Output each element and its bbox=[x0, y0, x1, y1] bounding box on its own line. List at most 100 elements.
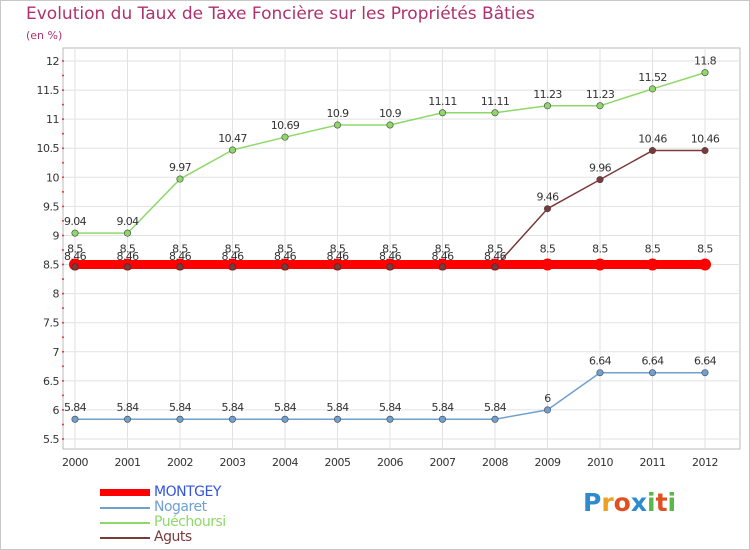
data-point bbox=[699, 259, 711, 271]
y-tick-label: 8.5 bbox=[43, 259, 59, 272]
x-tick-label: 2012 bbox=[692, 456, 718, 469]
y-tick-label: 11 bbox=[46, 113, 59, 126]
data-label: 8.5 bbox=[697, 243, 713, 256]
y-minor-tick bbox=[62, 394, 64, 396]
data-label: 10.9 bbox=[379, 107, 402, 120]
data-label: 9.46 bbox=[536, 191, 559, 204]
data-point bbox=[544, 407, 550, 413]
data-point bbox=[124, 416, 130, 422]
data-point bbox=[387, 416, 393, 422]
y-minor-tick bbox=[62, 293, 64, 295]
y-tick-label: 9.5 bbox=[43, 200, 59, 213]
data-label: 5.84 bbox=[431, 401, 454, 414]
y-minor-tick bbox=[62, 191, 64, 193]
data-point bbox=[492, 264, 498, 270]
y-tick-label: 8 bbox=[53, 288, 60, 301]
y-minor-tick bbox=[62, 60, 64, 62]
legend-swatch bbox=[100, 489, 150, 496]
data-point bbox=[72, 416, 78, 422]
data-label: 9.97 bbox=[169, 161, 192, 174]
data-label: 5.84 bbox=[221, 401, 244, 414]
y-minor-tick bbox=[62, 423, 64, 425]
data-label: 8.46 bbox=[274, 250, 297, 263]
logo-letter: P bbox=[583, 488, 601, 517]
data-label: 8.46 bbox=[64, 250, 87, 263]
data-label: 6 bbox=[544, 392, 551, 405]
data-point bbox=[229, 416, 235, 422]
data-label: 5.84 bbox=[484, 401, 507, 414]
data-label: 8.5 bbox=[540, 243, 556, 256]
data-point bbox=[387, 122, 393, 128]
data-label: 11.11 bbox=[428, 95, 457, 108]
data-label: 6.64 bbox=[589, 355, 612, 368]
data-label: 8.46 bbox=[169, 250, 192, 263]
x-tick-label: 2011 bbox=[640, 456, 666, 469]
data-label: 8.46 bbox=[116, 250, 139, 263]
x-tick-label: 2002 bbox=[167, 456, 193, 469]
legend-label: Aguts bbox=[154, 530, 192, 545]
y-minor-tick bbox=[62, 322, 64, 324]
data-point bbox=[492, 416, 498, 422]
y-minor-tick bbox=[62, 336, 64, 338]
y-minor-tick bbox=[62, 147, 64, 149]
data-point bbox=[334, 264, 340, 270]
data-point bbox=[282, 134, 288, 140]
data-label: 5.84 bbox=[379, 401, 402, 414]
data-point bbox=[597, 176, 603, 182]
data-point bbox=[544, 206, 550, 212]
data-label: 8.46 bbox=[431, 250, 454, 263]
data-point bbox=[282, 264, 288, 270]
data-point bbox=[702, 69, 708, 75]
data-label: 11.8 bbox=[694, 55, 717, 68]
y-minor-tick bbox=[62, 205, 64, 207]
data-label: 9.96 bbox=[589, 162, 612, 175]
data-point bbox=[439, 110, 445, 116]
x-tick-label: 2005 bbox=[325, 456, 351, 469]
data-label: 6.64 bbox=[694, 355, 717, 368]
y-tick-label: 7 bbox=[53, 346, 60, 359]
data-point bbox=[647, 259, 659, 271]
data-point bbox=[542, 259, 554, 271]
data-point bbox=[649, 370, 655, 376]
data-point bbox=[649, 147, 655, 153]
y-minor-tick bbox=[62, 438, 64, 440]
data-point bbox=[649, 86, 655, 92]
y-minor-tick bbox=[62, 176, 64, 178]
data-point bbox=[282, 416, 288, 422]
data-point bbox=[177, 176, 183, 182]
data-point bbox=[334, 416, 340, 422]
y-minor-tick bbox=[62, 89, 64, 91]
y-minor-tick bbox=[62, 365, 64, 367]
logo-letter: o bbox=[614, 488, 631, 517]
data-label: 5.84 bbox=[326, 401, 349, 414]
x-tick-label: 2004 bbox=[272, 456, 298, 469]
y-tick-label: 10.5 bbox=[37, 142, 60, 155]
logo-letter: i bbox=[668, 488, 677, 517]
logo-letter: t bbox=[656, 488, 668, 517]
y-minor-tick bbox=[62, 264, 64, 266]
data-label: 10.46 bbox=[638, 133, 667, 146]
data-label: 11.52 bbox=[638, 71, 667, 84]
data-label: 5.84 bbox=[169, 401, 192, 414]
y-tick-label: 9 bbox=[53, 229, 60, 242]
data-label: 9.04 bbox=[64, 215, 87, 228]
data-point bbox=[387, 264, 393, 270]
data-label: 10.47 bbox=[218, 132, 247, 145]
data-point bbox=[594, 259, 606, 271]
data-label: 11.23 bbox=[586, 88, 615, 101]
logo-letter: x bbox=[631, 488, 647, 517]
y-minor-tick bbox=[62, 351, 64, 353]
data-label: 10.69 bbox=[271, 119, 300, 132]
data-label: 8.5 bbox=[592, 243, 608, 256]
line-chart: 5.566.577.588.599.51010.51111.5122000 200… bbox=[0, 0, 750, 550]
proxiti-logo: Proxiti bbox=[583, 488, 676, 517]
x-tick-label: 2010 bbox=[587, 456, 613, 469]
data-point bbox=[439, 416, 445, 422]
data-label: 8.5 bbox=[645, 243, 661, 256]
data-point bbox=[177, 416, 183, 422]
legend-label: Nogaret bbox=[154, 500, 207, 515]
x-tick-label: 2003 bbox=[220, 456, 246, 469]
x-tick-label: 2009 bbox=[535, 456, 561, 469]
legend-swatch bbox=[100, 522, 150, 524]
y-tick-label: 6.5 bbox=[43, 375, 59, 388]
